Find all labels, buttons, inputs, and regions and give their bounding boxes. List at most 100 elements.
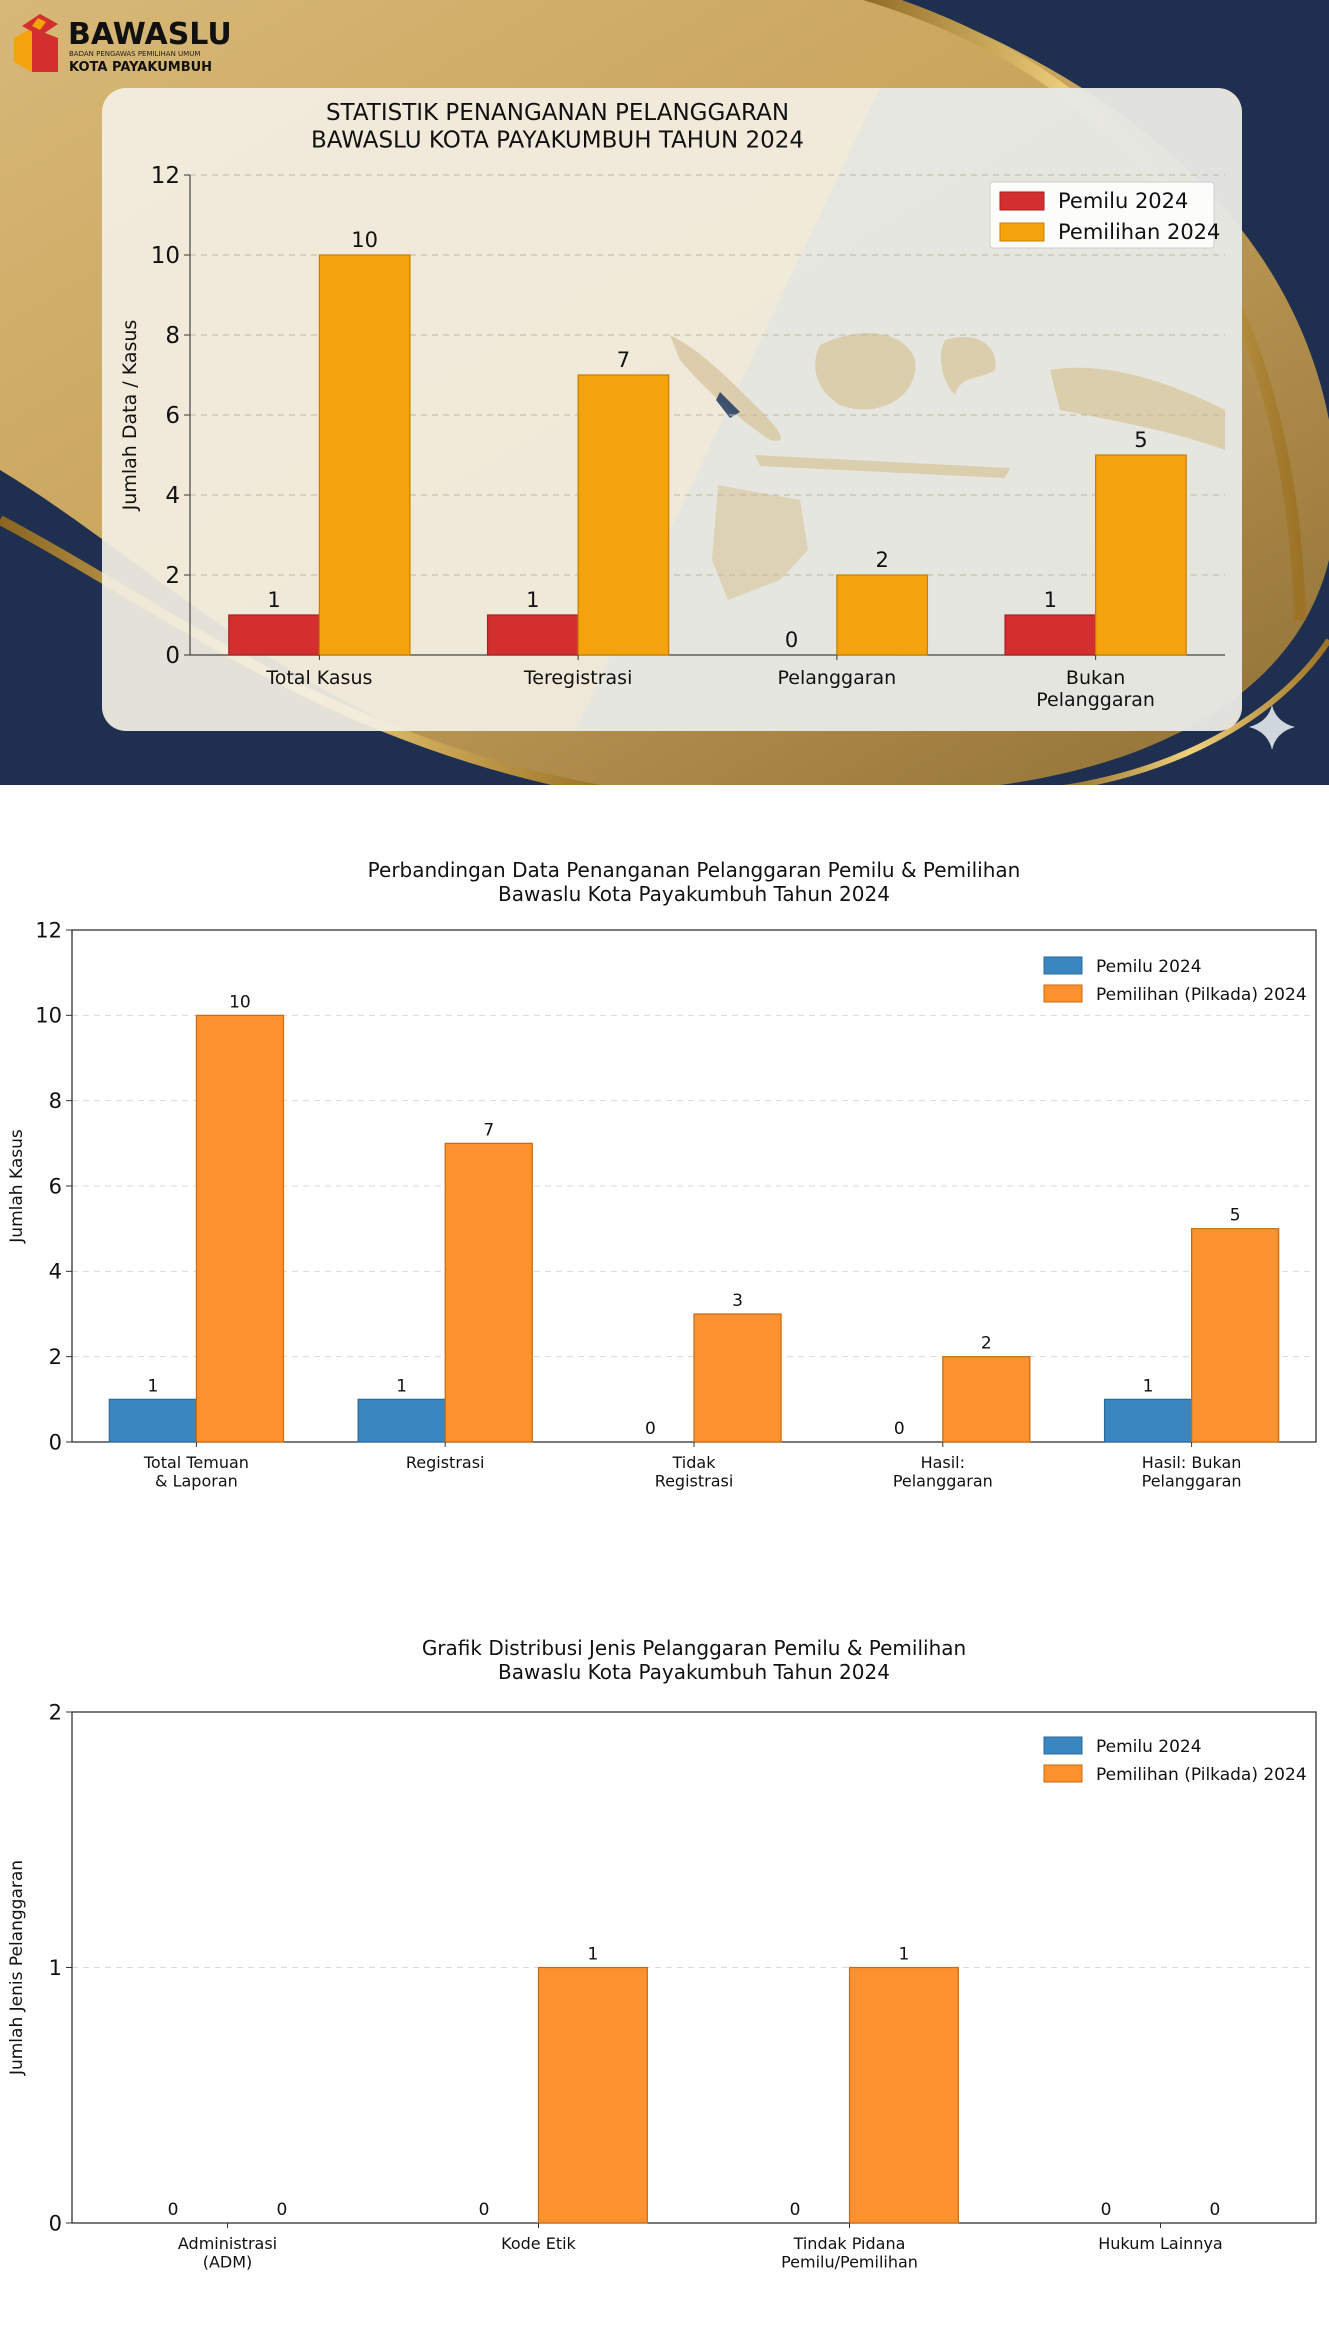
legend-label: Pemilihan 2024 <box>1058 220 1220 244</box>
y-tick-label: 0 <box>49 1430 62 1454</box>
chart-subtitle: Bawaslu Kota Payakumbuh Tahun 2024 <box>498 882 890 906</box>
legend-label: Pemilu 2024 <box>1096 1737 1202 1757</box>
legend-label: Pemilihan (Pilkada) 2024 <box>1096 985 1307 1005</box>
chart-title: STATISTIK PENANGANAN PELANGGARAN <box>326 100 789 126</box>
x-tick-label: Hukum Lainnya <box>1098 2234 1222 2253</box>
bar-series-1 <box>357 1398 446 1443</box>
ballot-box-icon <box>14 14 58 72</box>
bar-value-label: 0 <box>479 2200 490 2220</box>
x-tick-label: Registrasi <box>406 1453 485 1472</box>
indonesia-map-illustration <box>670 333 1225 600</box>
y-tick-label: 10 <box>35 1004 62 1028</box>
logo-tagline: BADAN PENGAWAS PEMILIHAN UMUM <box>69 50 200 58</box>
bar-series-2 <box>577 374 670 656</box>
y-tick-label: 10 <box>151 243 180 269</box>
infographic-banner: BAWASLU BADAN PENGAWAS PEMILIHAN UMUM KO… <box>0 0 1329 785</box>
bar-value-label: 1 <box>526 588 539 612</box>
legend-swatch <box>1043 956 1083 975</box>
bar-value-label: 1 <box>899 1945 910 1965</box>
legend-box <box>989 181 1215 249</box>
bar-value-label: 10 <box>229 992 251 1012</box>
y-axis-label: Jumlah Data / Kasus <box>119 320 141 512</box>
legend-swatch <box>1043 1736 1083 1755</box>
logo-city: KOTA PAYAKUMBUH <box>69 60 212 75</box>
x-tick-label: Hasil: Bukan Pelanggaran <box>1142 1453 1242 1490</box>
x-tick-label: Administrasi (ADM) <box>178 2234 277 2271</box>
bar-value-label: 0 <box>277 2200 288 2220</box>
bar-value-label: 1 <box>396 1376 407 1396</box>
y-tick-label: 4 <box>49 1260 62 1284</box>
chart-1-plot: STATISTIK PENANGANAN PELANGGARANBAWASLU … <box>119 100 1225 711</box>
bar-series-1 <box>228 614 320 656</box>
bar-series-2 <box>848 1966 959 2224</box>
bar-series-1 <box>486 614 579 656</box>
bar-value-label: 0 <box>1101 2200 1112 2220</box>
legend-swatch <box>1043 984 1083 1003</box>
legend-label: Pemilu 2024 <box>1058 189 1188 213</box>
y-tick-label: 2 <box>49 1345 62 1369</box>
x-tick-label: Pelanggaran <box>778 667 897 689</box>
bar-value-label: 1 <box>1044 588 1057 612</box>
y-tick-label: 6 <box>165 403 180 429</box>
bar-series-2 <box>1190 1228 1280 1443</box>
y-tick-label: 8 <box>49 1089 62 1113</box>
x-tick-label: Hasil: Pelanggaran <box>893 1453 993 1490</box>
bar-value-label: 2 <box>875 548 888 572</box>
y-tick-label: 0 <box>165 643 180 669</box>
bar-value-label: 3 <box>732 1291 743 1311</box>
chart-title: Perbandingan Data Penanganan Pelanggaran… <box>368 858 1021 882</box>
chart-2: Perbandingan Data Penanganan Pelanggaran… <box>7 858 1317 1490</box>
bar-series-2 <box>444 1142 533 1443</box>
bar-series-2 <box>1095 454 1187 656</box>
bar-series-1 <box>108 1398 198 1443</box>
y-axis-label: Jumlah Kasus <box>7 1129 27 1244</box>
x-tick-label: Tidak Registrasi <box>655 1453 734 1490</box>
x-tick-label: Kode Etik <box>501 2234 576 2253</box>
x-tick-label: Bukan Pelanggaran <box>1036 667 1155 711</box>
bar-value-label: 1 <box>1143 1376 1154 1396</box>
y-tick-label: 0 <box>49 2211 62 2235</box>
chart-subtitle: BAWASLU KOTA PAYAKUMBUH TAHUN 2024 <box>311 128 804 154</box>
x-tick-label: Total Kasus <box>265 667 372 689</box>
bar-value-label: 0 <box>894 1419 905 1439</box>
y-tick-label: 1 <box>49 1956 62 1980</box>
chart-subtitle: Bawaslu Kota Payakumbuh Tahun 2024 <box>498 1660 890 1684</box>
y-tick-label: 12 <box>151 163 180 189</box>
bar-series-2 <box>836 574 929 656</box>
legend-swatch <box>1043 1764 1083 1783</box>
legend-swatch <box>999 222 1045 242</box>
bar-series-2 <box>942 1356 1031 1443</box>
bar-value-label: 5 <box>1230 1206 1241 1226</box>
bar-series-2 <box>693 1313 782 1443</box>
y-tick-label: 12 <box>35 918 62 942</box>
y-axis-label: Jumlah Jenis Pelanggaran <box>7 1860 27 2076</box>
bar-value-label: 0 <box>645 1419 656 1439</box>
bar-value-label: 7 <box>483 1120 494 1140</box>
logo-brand-name: BAWASLU <box>68 17 232 52</box>
legend-label: Pemilu 2024 <box>1096 957 1202 977</box>
bar-series-2 <box>195 1014 285 1443</box>
bar-value-label: 2 <box>981 1334 992 1354</box>
bar-value-label: 0 <box>785 628 798 652</box>
bar-value-label: 0 <box>790 2200 801 2220</box>
legend-swatch <box>999 191 1045 211</box>
plot-frame <box>71 1711 1317 2224</box>
y-tick-label: 2 <box>165 563 180 589</box>
bar-value-label: 0 <box>1210 2200 1221 2220</box>
bar-series-1 <box>1103 1398 1193 1443</box>
x-tick-label: Total Temuan & Laporan <box>143 1453 249 1490</box>
sparkle-icon <box>1249 705 1295 750</box>
bar-series-2 <box>318 254 411 656</box>
chart-title: Grafik Distribusi Jenis Pelanggaran Pemi… <box>422 1636 966 1660</box>
y-tick-label: 4 <box>165 483 180 509</box>
bar-value-label: 7 <box>617 348 630 372</box>
y-tick-label: 8 <box>165 323 180 349</box>
bar-value-label: 1 <box>588 1945 599 1965</box>
bawaslu-logo: BAWASLU BADAN PENGAWAS PEMILIHAN UMUM KO… <box>14 14 232 75</box>
bar-series-1 <box>1004 614 1097 656</box>
bar-value-label: 5 <box>1134 428 1147 452</box>
chart-3: Grafik Distribusi Jenis Pelanggaran Pemi… <box>7 1636 1317 2271</box>
legend-label: Pemilihan (Pilkada) 2024 <box>1096 1765 1307 1785</box>
bar-value-label: 1 <box>267 588 280 612</box>
bar-value-label: 0 <box>168 2200 179 2220</box>
